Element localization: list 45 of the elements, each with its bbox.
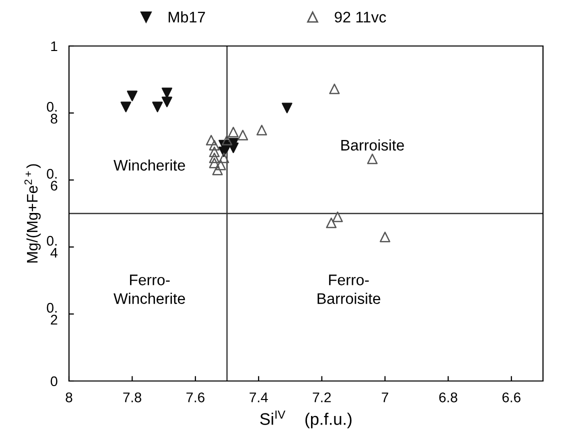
- point: [209, 140, 220, 150]
- annotation: Ferro- Wincherite: [114, 274, 185, 304]
- point: [380, 232, 390, 242]
- y-tick-label: 0. 6: [46, 168, 58, 191]
- x-tick-label: 7: [382, 392, 388, 402]
- y-tick-label: 1: [51, 41, 58, 52]
- point: [367, 154, 378, 164]
- legend-label: 92 11vc: [334, 12, 386, 23]
- annotation: Ferro- Barroisite: [318, 274, 380, 304]
- point: [206, 134, 216, 146]
- point: [209, 158, 220, 168]
- point: [332, 212, 343, 222]
- y-tick-label: 0: [50, 376, 58, 386]
- y-tick-label: 0. 8: [46, 102, 58, 124]
- point: [209, 152, 220, 164]
- point: [212, 164, 223, 176]
- point: [238, 130, 248, 140]
- point: [228, 126, 239, 138]
- y-tick-label: 0. 2: [46, 302, 58, 324]
- point: [256, 124, 268, 136]
- annotation: Barroisite: [341, 139, 404, 151]
- x-tick-label: 7.8: [123, 392, 142, 402]
- point: [329, 84, 340, 94]
- x-tick-label: 8: [66, 392, 72, 402]
- text: Si$^{IV}$ (p.f.u.): [260, 410, 352, 428]
- point: [126, 90, 138, 102]
- x-tick-label: 7.2: [312, 392, 331, 402]
- x-tick-label: 6.6: [502, 392, 520, 402]
- x-tick-label: 6.8: [439, 392, 458, 402]
- point: [120, 102, 132, 112]
- point: [218, 152, 230, 164]
- point: [326, 218, 337, 228]
- annotation: Wincherite: [114, 159, 185, 171]
- point: [282, 102, 292, 114]
- point: [162, 96, 172, 108]
- y-axis-title: Mg/(Mg+Fe$^{2+}$): [24, 164, 41, 263]
- x-tick-label: 7.4: [250, 392, 268, 402]
- y-tick-label: 0. 4: [46, 236, 58, 258]
- point: [222, 134, 232, 146]
- point: [152, 102, 163, 112]
- x-tick-label: 7.6: [186, 392, 204, 402]
- point: [215, 160, 226, 170]
- legend-label: Mb17: [168, 11, 205, 23]
- point: [162, 88, 172, 98]
- point: [209, 146, 220, 158]
